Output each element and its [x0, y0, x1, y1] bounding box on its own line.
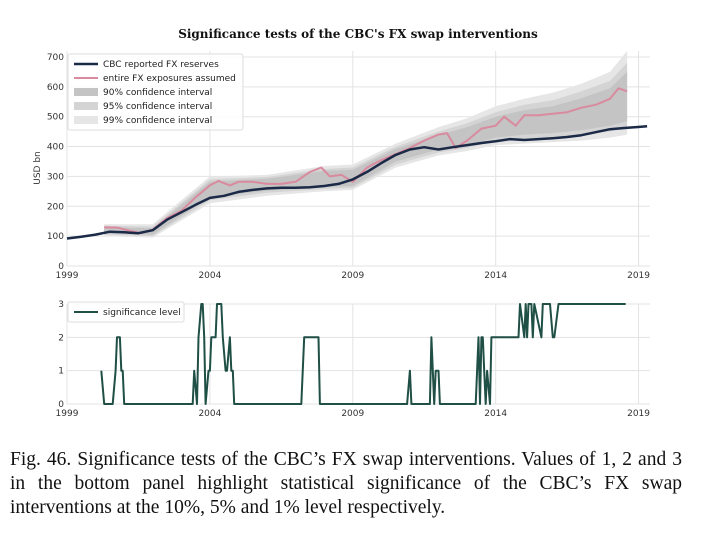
- legend-box: [67, 301, 185, 323]
- bottom-y-tick-label: 3: [58, 300, 64, 310]
- legend-entry-exposures: entire FX exposures assumed: [103, 74, 236, 84]
- top-x-tick-label: 2004: [198, 271, 221, 281]
- bottom-y-tick-label: 0: [58, 400, 64, 410]
- top-y-tick-label: 500: [47, 113, 64, 123]
- legend-entry-significance: significance level: [103, 308, 181, 318]
- legend-entry-reserves: CBC reported FX reserves: [103, 60, 219, 70]
- top-y-tick-label: 100: [47, 232, 64, 242]
- bottom-panel: 0 1 2 3 1999 2004 2009 2014 2019 significance le…: [56, 296, 650, 419]
- top-y-tick-label: 600: [47, 83, 64, 93]
- bottom-y-tick-label: 1: [58, 367, 64, 377]
- top-legend: CBC reported FX reserves entire FX expos…: [67, 53, 244, 131]
- bottom-x-tick-label: 2014: [484, 409, 507, 419]
- legend-box: [67, 53, 244, 131]
- top-x-tick-label: 2014: [484, 271, 507, 281]
- legend-entry-ci99: 99% confidence interval: [103, 116, 212, 126]
- top-y-tick-label: 0: [58, 262, 64, 272]
- significance-line: [100, 303, 626, 405]
- top-y-tick-label: 200: [47, 202, 64, 212]
- bottom-x-tick-label: 2019: [627, 409, 650, 419]
- reserves-line: [66, 125, 648, 240]
- legend-swatch-ci99: [74, 116, 98, 124]
- top-y-tick-label: 700: [47, 53, 64, 63]
- bottom-x-tick-label: 2009: [341, 409, 364, 419]
- top-panel: 0 100 200 300 400 500 600 700 1999 2004 2009 2014 20…: [33, 51, 650, 281]
- top-y-tick-label: 400: [47, 143, 64, 153]
- exposures-line: [104, 87, 628, 235]
- legend-swatch-ci95: [74, 102, 98, 110]
- legend-entry-ci90: 90% confidence interval: [103, 88, 212, 98]
- y-axis-label: USD bn: [33, 151, 43, 185]
- bottom-x-tick-label: 1999: [56, 409, 79, 419]
- legend-entry-ci95: 95% confidence interval: [103, 102, 212, 112]
- bottom-y-tick-label: 2: [58, 333, 64, 343]
- legend-swatch-ci90: [74, 88, 98, 96]
- chart-title: Significance tests of the CBC's FX swap …: [178, 27, 538, 41]
- top-x-tick-label: 2009: [341, 271, 364, 281]
- bottom-x-tick-label: 2004: [198, 409, 221, 419]
- top-x-tick-label: 2019: [627, 271, 650, 281]
- bottom-legend: significance level: [67, 301, 185, 323]
- figure: Significance tests of the CBC's FX swap …: [33, 27, 650, 419]
- top-y-tick-label: 300: [47, 172, 64, 182]
- top-x-tick-label: 1999: [56, 271, 79, 281]
- figure-caption: Fig. 46. Significance tests of the CBC’s…: [10, 449, 682, 518]
